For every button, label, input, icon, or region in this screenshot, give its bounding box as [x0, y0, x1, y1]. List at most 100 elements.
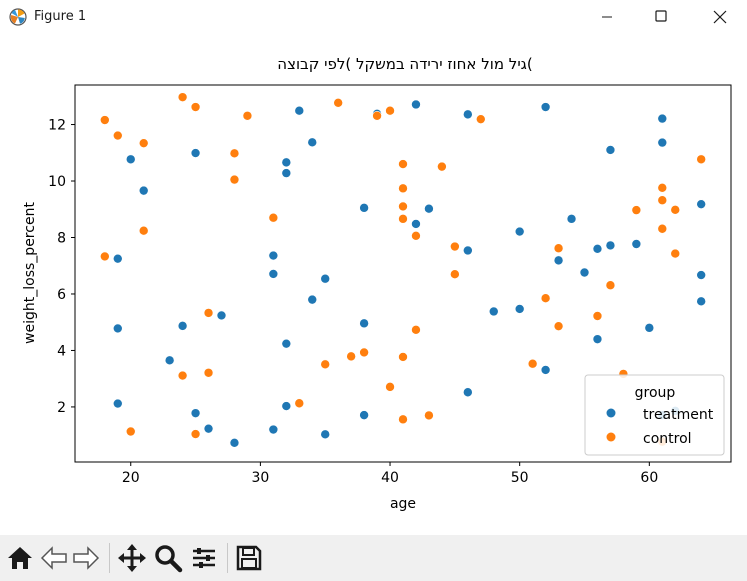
point-treatment [592, 243, 603, 254]
point-control [190, 102, 201, 112]
chart-title: גיל מול אחוז ירידה במשקל )לפי קבוצה( [277, 55, 532, 73]
legend-label-control: control [643, 431, 692, 447]
legend-label-treatment: treatment [643, 407, 714, 423]
close-icon[interactable] [693, 0, 747, 34]
y-tick-label: 2 [57, 400, 66, 416]
point-control [398, 201, 408, 212]
axis-ticks: 20 30 40 50 60 2 4 6 8 10 12 [48, 118, 658, 486]
point-treatment [657, 137, 668, 148]
point-treatment [138, 185, 149, 196]
point-treatment [359, 318, 369, 329]
point-control [100, 251, 110, 262]
point-treatment [463, 245, 473, 256]
point-control [177, 92, 188, 102]
point-treatment [488, 306, 499, 317]
point-control [424, 410, 434, 421]
point-control [450, 269, 460, 280]
subplots-config-icon[interactable] [189, 543, 219, 573]
point-control [138, 138, 149, 148]
point-control [670, 205, 681, 215]
point-treatment [514, 304, 525, 314]
matplotlib-logo-icon [9, 8, 27, 26]
point-control [138, 225, 149, 236]
maximize-icon[interactable] [634, 0, 688, 34]
point-treatment [268, 269, 279, 279]
point-treatment [631, 239, 642, 249]
point-control [268, 212, 279, 223]
home-icon[interactable] [5, 543, 35, 573]
point-control [553, 321, 564, 331]
data-points [100, 92, 706, 448]
point-treatment [566, 214, 577, 224]
point-control [398, 183, 408, 194]
point-control [372, 110, 382, 121]
x-tick-label: 30 [251, 470, 269, 486]
x-tick-label: 60 [640, 470, 658, 486]
point-treatment [216, 310, 227, 321]
point-treatment [657, 113, 668, 124]
x-tick-label: 40 [381, 470, 399, 486]
figure-canvas: גיל מול אחוז ירידה במשקל )לפי קבוצה( 20 3… [0, 34, 747, 535]
point-control [229, 148, 240, 159]
y-axis-label: weight_loss_percent [22, 202, 38, 344]
point-control [333, 97, 343, 108]
point-treatment [605, 240, 616, 251]
point-treatment [320, 273, 331, 284]
point-treatment [359, 203, 369, 213]
point-control [203, 308, 214, 318]
point-treatment [203, 423, 214, 434]
point-treatment [190, 148, 201, 158]
point-treatment [463, 387, 473, 398]
point-treatment [540, 102, 551, 112]
forward-arrow-icon[interactable] [71, 543, 101, 573]
point-treatment [164, 355, 175, 366]
legend-frame [584, 374, 725, 456]
point-control [540, 293, 551, 304]
point-treatment [281, 338, 292, 349]
point-control [346, 351, 356, 362]
point-control [657, 182, 668, 193]
point-control [229, 174, 240, 185]
pan-move-icon[interactable] [117, 543, 147, 573]
point-treatment [320, 429, 331, 440]
point-control [398, 159, 408, 169]
point-control [125, 426, 136, 437]
point-treatment [112, 398, 123, 409]
point-control [359, 347, 369, 358]
point-treatment [411, 99, 421, 110]
point-control [657, 223, 668, 234]
point-treatment [307, 137, 318, 148]
point-control [203, 367, 214, 378]
point-treatment [190, 408, 201, 418]
title-bar: Figure 1 [0, 0, 747, 34]
point-control [553, 243, 564, 254]
point-control [320, 359, 331, 370]
legend-marker-control [606, 432, 616, 442]
y-tick-label: 4 [57, 343, 66, 359]
save-disk-icon[interactable] [234, 543, 264, 573]
point-treatment [605, 145, 616, 155]
point-treatment [294, 105, 305, 116]
point-treatment [553, 255, 564, 266]
point-treatment [592, 334, 603, 344]
legend: group treatment control [584, 374, 725, 456]
point-treatment [514, 226, 525, 237]
y-tick-label: 6 [57, 287, 66, 303]
zoom-magnifier-icon[interactable] [153, 543, 183, 573]
point-treatment [411, 219, 421, 229]
point-control [100, 115, 110, 125]
window-title: Figure 1 [34, 9, 87, 24]
point-control [592, 311, 603, 321]
point-control [605, 280, 616, 291]
back-arrow-icon[interactable] [39, 543, 69, 573]
point-treatment [463, 109, 473, 120]
minimize-icon[interactable] [580, 0, 634, 34]
point-treatment [177, 321, 188, 331]
point-treatment [125, 154, 136, 165]
point-control [177, 370, 188, 381]
point-treatment [307, 294, 318, 305]
point-control [294, 398, 305, 409]
point-treatment [281, 401, 292, 411]
point-control [696, 154, 706, 165]
point-control [437, 161, 447, 172]
